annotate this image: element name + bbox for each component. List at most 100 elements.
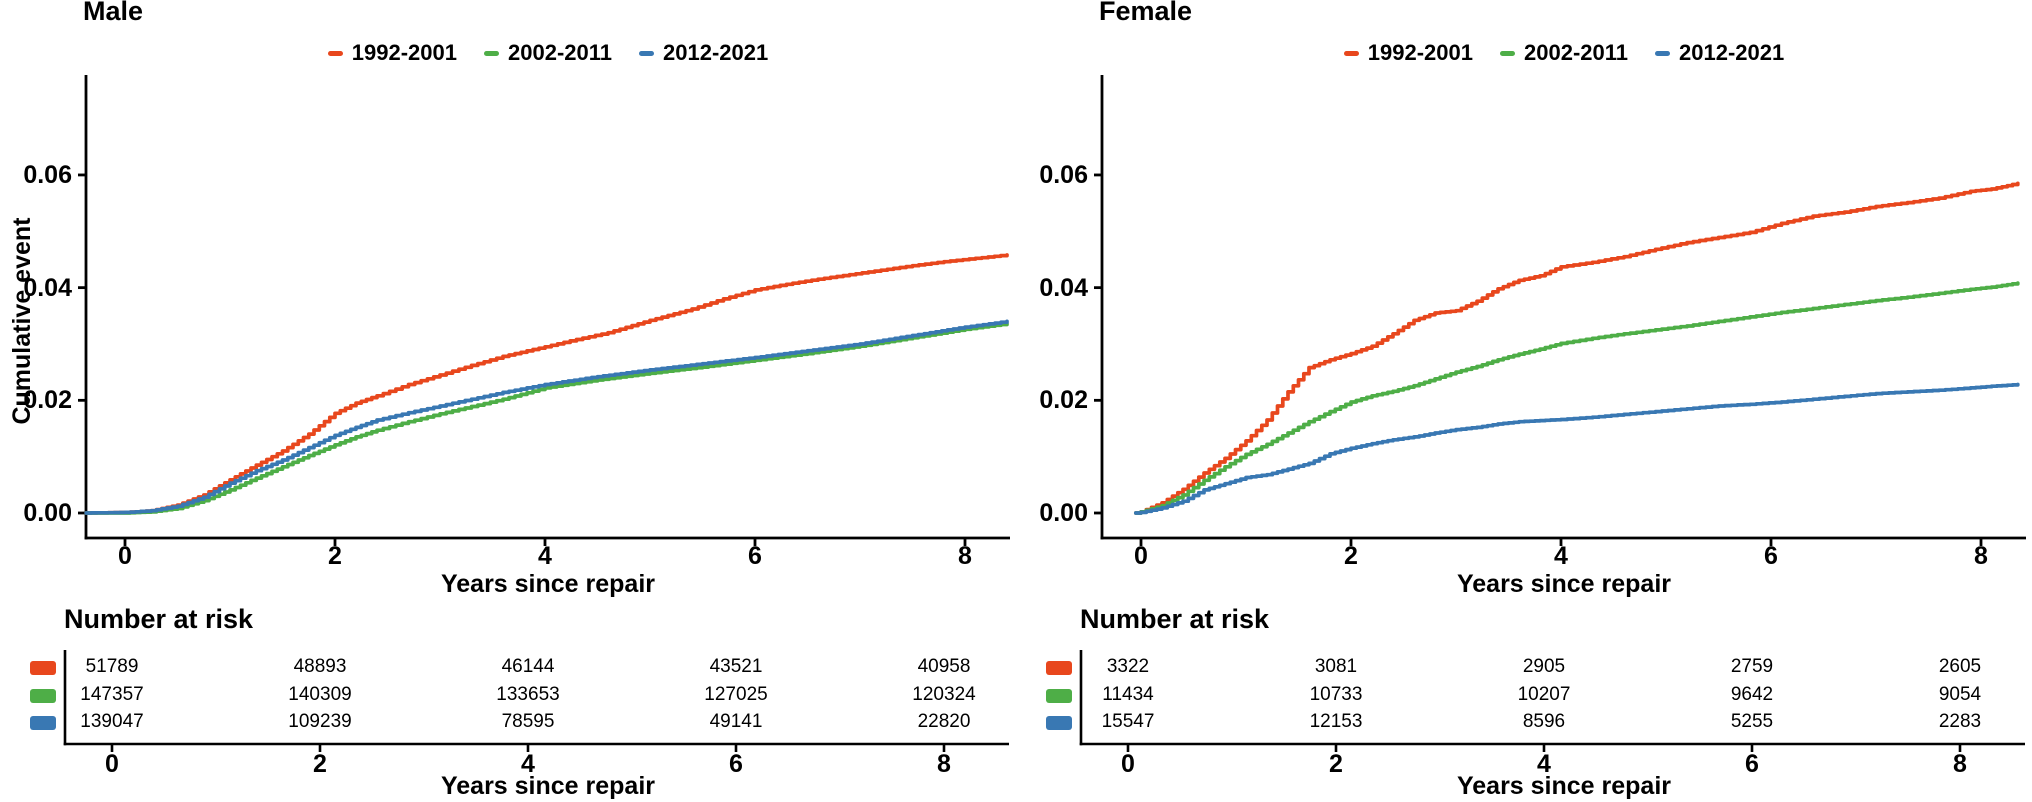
- risk-row-swatch: [1046, 689, 1072, 703]
- y-tick-label: 0.02: [23, 386, 72, 414]
- y-tick-label: 0.04: [23, 274, 72, 302]
- risk-count: 10733: [1309, 684, 1363, 705]
- legend-item: 2012-2021: [639, 40, 768, 66]
- risk-count: 40958: [917, 656, 971, 677]
- risk-count: 49141: [709, 711, 763, 732]
- risk-count: 46144: [501, 656, 555, 677]
- legend-dash-icon: [1500, 50, 1515, 56]
- x-axis-title: Years since repair: [1456, 570, 1672, 598]
- panel-female: Female 1992-2001 2002-2011 2012-2021 0.0…: [1016, 0, 2032, 802]
- risk-x-tick-label: 8: [937, 750, 951, 778]
- y-tick-label: 0.04: [1039, 274, 1088, 302]
- risk-row-swatch: [30, 716, 56, 730]
- risk-count: 2283: [1938, 711, 1982, 732]
- risk-count: 3322: [1106, 656, 1150, 677]
- legend-dash-icon: [484, 50, 499, 56]
- risk-count: 140309: [288, 684, 352, 705]
- legend-label: 2002-2011: [1524, 40, 1628, 65]
- legend-item: 2002-2011: [1500, 40, 1628, 66]
- legend-dash-icon: [1343, 50, 1359, 56]
- risk-count: 3081: [1314, 656, 1358, 677]
- legend: 1992-2001 2002-2011 2012-2021: [1102, 40, 2026, 66]
- legend-label: 2012-2021: [1679, 40, 1785, 65]
- legend-item: 1992-2001: [1343, 40, 1473, 66]
- risk-count: 120324: [912, 684, 976, 705]
- legend-dash-icon: [327, 50, 343, 56]
- legend-label: 2002-2011: [508, 40, 612, 65]
- x-tick-label: 6: [748, 542, 762, 570]
- x-tick-label: 2: [1344, 542, 1358, 570]
- risk-count: 78595: [501, 711, 555, 732]
- risk-count: 9642: [1730, 684, 1774, 705]
- legend-label: 1992-2001: [1367, 40, 1473, 65]
- risk-count: 5255: [1730, 711, 1774, 732]
- risk-x-tick-label: 6: [1745, 750, 1759, 778]
- legend-dash-icon: [639, 50, 654, 56]
- risk-count: 8596: [1522, 711, 1566, 732]
- x-tick-label: 4: [1554, 542, 1568, 570]
- km-curve-1992-2001: [1133, 181, 2020, 515]
- cumulative-incidence-plot: [63, 75, 1010, 752]
- x-tick-label: 8: [958, 542, 972, 570]
- legend-dash-icon: [1655, 50, 1670, 56]
- x-tick-label: 4: [538, 542, 552, 570]
- risk-count: 43521: [709, 656, 763, 677]
- risk-table-heading: Number at risk: [64, 604, 254, 634]
- legend-item: 2002-2011: [484, 40, 612, 66]
- risk-count: 48893: [293, 656, 347, 677]
- risk-row-swatch: [1046, 661, 1072, 675]
- x-tick-label: 6: [1764, 542, 1778, 570]
- risk-count: 9054: [1938, 684, 1982, 705]
- legend: 1992-2001 2002-2011 2012-2021: [86, 40, 1010, 66]
- risk-count: 2759: [1730, 656, 1774, 677]
- risk-count: 10207: [1517, 684, 1571, 705]
- panel-male: Male 1992-2001 2002-2011 2012-2021 Cumul…: [8, 0, 1010, 800]
- risk-x-tick-label: 6: [729, 750, 743, 778]
- risk-x-tick-label: 2: [313, 750, 327, 778]
- y-tick-label: 0.02: [1039, 386, 1088, 414]
- km-curve-2002-2011: [1133, 281, 2020, 515]
- y-tick-label: 0.00: [1039, 499, 1088, 527]
- y-tick-label: 0.06: [1039, 161, 1088, 189]
- risk-count: 15547: [1101, 711, 1155, 732]
- x-tick-label: 0: [1134, 542, 1148, 570]
- risk-row-swatch: [1046, 716, 1072, 730]
- risk-row-swatch: [30, 661, 56, 675]
- x-tick-label: 0: [118, 542, 132, 570]
- x-tick-label: 8: [1974, 542, 1988, 570]
- risk-count: 11434: [1102, 684, 1154, 705]
- risk-x-tick-label: 8: [1953, 750, 1967, 778]
- risk-count: 22820: [917, 711, 971, 732]
- panel-title: Male: [83, 0, 144, 26]
- risk-row-swatch: [30, 689, 56, 703]
- legend-item: 2012-2021: [1655, 40, 1784, 66]
- cumulative-incidence-plot: [1079, 75, 2026, 752]
- x-axis-title: Years since repair: [440, 570, 656, 598]
- km-curve-2002-2011: [84, 321, 1009, 515]
- risk-x-tick-label: 2: [1329, 750, 1343, 778]
- km-curve-2012-2021: [84, 319, 1009, 515]
- x-tick-label: 2: [328, 542, 342, 570]
- km-curve-2012-2021: [1133, 382, 2020, 515]
- risk-count: 2605: [1938, 656, 1982, 677]
- risk-count: 139047: [80, 711, 144, 732]
- legend-label: 2012-2021: [663, 40, 769, 65]
- risk-count: 127025: [704, 684, 768, 705]
- risk-x-tick-label: 0: [1121, 750, 1135, 778]
- risk-x-tick-label: 4: [1537, 750, 1551, 778]
- risk-count: 109239: [288, 711, 352, 732]
- panel-title: Female: [1099, 0, 1193, 26]
- risk-count: 2905: [1522, 656, 1566, 677]
- risk-x-axis-title: Years since repair: [440, 772, 656, 800]
- risk-x-tick-label: 0: [105, 750, 119, 778]
- risk-count: 147357: [80, 684, 144, 705]
- y-axis-title: Cumulative event: [8, 217, 36, 425]
- risk-x-axis-title: Years since repair: [1456, 772, 1672, 800]
- legend-label: 1992-2001: [351, 40, 457, 65]
- risk-table-heading: Number at risk: [1080, 604, 1270, 634]
- y-tick-label: 0.00: [23, 499, 72, 527]
- risk-count: 133653: [496, 684, 560, 705]
- risk-count: 51789: [85, 656, 139, 677]
- legend-item: 1992-2001: [327, 40, 457, 66]
- y-tick-label: 0.06: [23, 161, 72, 189]
